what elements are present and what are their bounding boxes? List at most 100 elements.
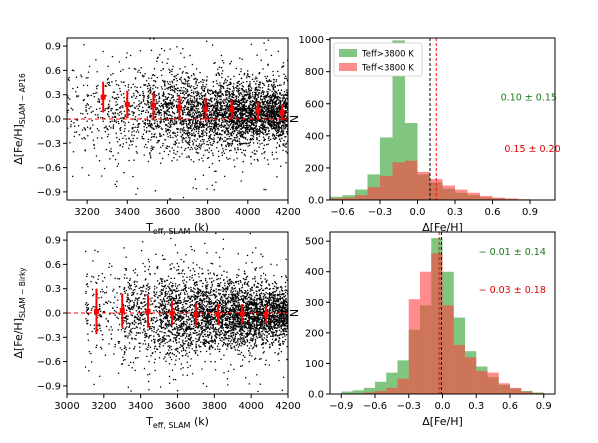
scatter-point xyxy=(112,127,115,129)
scatter-point xyxy=(144,330,146,333)
scatter-point xyxy=(167,88,169,90)
scatter-point xyxy=(244,90,246,92)
scatter-point xyxy=(265,106,268,109)
scatter-point xyxy=(136,303,139,305)
scatter-point xyxy=(157,110,160,113)
scatter-point xyxy=(253,107,256,110)
scatter-point xyxy=(90,111,93,113)
scatter-point xyxy=(196,121,198,123)
scatter-point xyxy=(165,287,168,290)
scatter-point xyxy=(191,113,193,115)
scatter-point xyxy=(217,123,219,126)
scatter-point xyxy=(142,90,144,93)
histogram-bar xyxy=(392,40,405,200)
scatter-point xyxy=(158,302,160,304)
scatter-point xyxy=(116,136,118,139)
scatter-point xyxy=(207,98,210,101)
scatter-point xyxy=(155,331,157,334)
scatter-point xyxy=(216,107,218,109)
scatter-point xyxy=(267,126,269,128)
scatter-point xyxy=(147,125,150,127)
scatter-point xyxy=(134,68,137,70)
scatter-point xyxy=(186,322,189,324)
scatter-point xyxy=(255,83,257,85)
scatter-point xyxy=(203,142,205,145)
scatter-point xyxy=(187,99,189,101)
scatter-point xyxy=(260,116,263,119)
scatter-point xyxy=(137,315,140,318)
scatter-point xyxy=(155,127,158,129)
scatter-point xyxy=(195,105,198,107)
scatter-point xyxy=(163,116,166,118)
scatter-point xyxy=(268,135,270,138)
scatter-point xyxy=(277,125,280,128)
scatter-point xyxy=(264,138,266,141)
scatter-point xyxy=(85,301,88,304)
scatter-point xyxy=(99,315,102,318)
scatter-point xyxy=(160,47,163,50)
scatter-point xyxy=(200,146,202,148)
scatter-point xyxy=(113,353,115,355)
scatter-point xyxy=(177,299,179,302)
scatter-point xyxy=(213,105,215,107)
scatter-point xyxy=(195,98,198,100)
scatter-point xyxy=(187,27,189,29)
scatter-point xyxy=(235,97,238,99)
scatter-point xyxy=(242,89,245,92)
scatter-point xyxy=(86,102,89,105)
scatter-point xyxy=(229,98,232,100)
scatter-point xyxy=(148,105,150,107)
scatter-point xyxy=(123,100,126,102)
scatter-point xyxy=(195,130,197,133)
scatter-point xyxy=(167,128,169,130)
scatter-point xyxy=(138,296,141,299)
scatter-point xyxy=(136,137,138,139)
scatter-point xyxy=(239,134,241,136)
scatter-point xyxy=(221,133,223,136)
scatter-point xyxy=(193,102,196,104)
scatter-point xyxy=(227,133,229,135)
scatter-point xyxy=(126,52,128,54)
scatter-point xyxy=(108,142,111,144)
scatter-point xyxy=(140,321,142,324)
scatter-point xyxy=(252,135,255,138)
scatter-point xyxy=(159,351,161,354)
scatter-point xyxy=(240,143,243,145)
x-tick-label: 0.3 xyxy=(447,207,463,218)
scatter-point xyxy=(252,110,254,112)
scatter-point xyxy=(248,107,250,110)
scatter-point xyxy=(275,119,278,121)
scatter-point xyxy=(262,110,264,112)
scatter-point xyxy=(249,80,251,83)
scatter-point xyxy=(134,271,136,274)
scatter-point xyxy=(68,79,70,82)
scatter-point xyxy=(217,106,219,108)
scatter-point xyxy=(253,114,255,117)
scatter-point xyxy=(154,113,157,115)
scatter-point xyxy=(159,125,161,128)
scatter-point xyxy=(94,92,96,94)
scatter-point xyxy=(201,133,203,136)
scatter-point xyxy=(245,99,248,102)
scatter-point xyxy=(194,147,196,149)
scatter-point xyxy=(193,96,196,98)
scatter-point xyxy=(125,309,128,312)
scatter-point xyxy=(85,283,88,286)
scatter-point xyxy=(143,324,145,327)
scatter-point xyxy=(241,171,244,173)
scatter-point xyxy=(259,119,262,121)
scatter-point xyxy=(118,340,121,343)
scatter-point xyxy=(167,122,170,124)
scatter-point xyxy=(222,115,225,118)
scatter-point xyxy=(276,70,279,73)
scatter-point xyxy=(160,69,162,72)
scatter-point xyxy=(151,325,153,328)
scatter-point xyxy=(189,332,192,334)
scatter-point xyxy=(188,115,190,117)
scatter-point xyxy=(262,93,265,95)
scatter-point xyxy=(97,250,99,253)
scatter-point xyxy=(189,364,192,367)
scatter-point xyxy=(239,135,242,138)
scatter-point xyxy=(264,151,266,153)
scatter-point xyxy=(213,134,216,136)
